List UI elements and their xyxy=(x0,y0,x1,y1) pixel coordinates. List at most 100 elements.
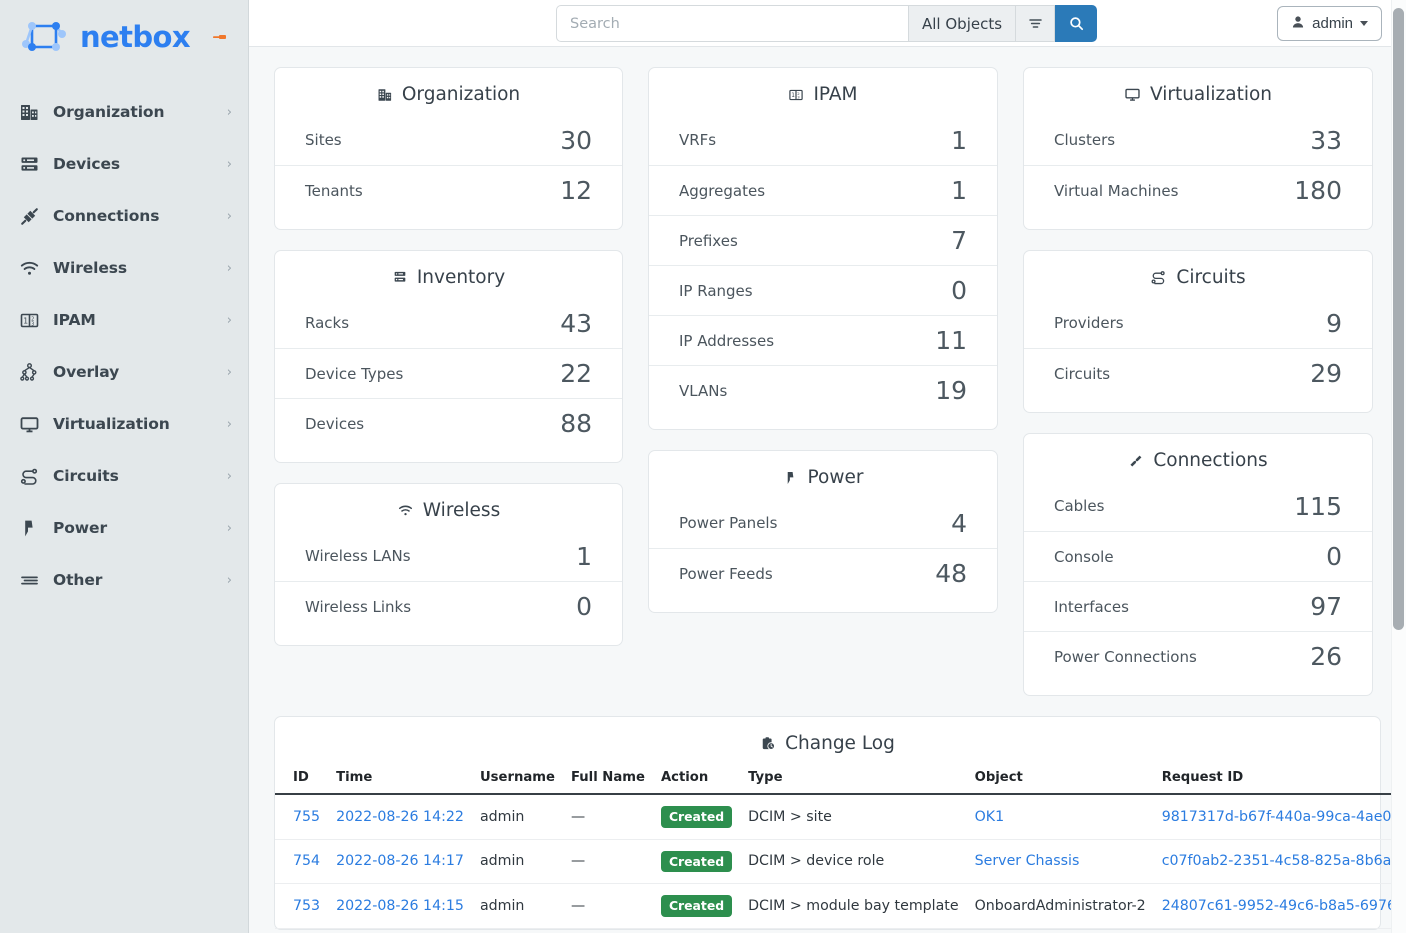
sidebar-item-other[interactable]: Other › xyxy=(0,554,248,606)
changelog-full-name: — xyxy=(562,794,653,840)
stat-row[interactable]: Providers 9 xyxy=(1024,298,1372,348)
status-badge: Created xyxy=(660,850,733,872)
changelog-object-link[interactable]: OK1 xyxy=(974,808,1005,825)
stat-row[interactable]: VRFs 1 xyxy=(649,115,997,165)
stat-row[interactable]: Racks 43 xyxy=(275,298,622,348)
col-full-name[interactable]: Full Name xyxy=(562,764,653,795)
brand-name: netbox xyxy=(80,19,191,54)
stat-row[interactable]: IP Ranges 0 xyxy=(649,265,997,315)
stat-row[interactable]: Clusters 33 xyxy=(1024,115,1372,165)
stat-row[interactable]: Aggregates 1 xyxy=(649,165,997,215)
search-button[interactable] xyxy=(1055,5,1098,42)
brand-header[interactable]: netbox xyxy=(0,0,248,74)
monitor-icon xyxy=(1124,86,1141,103)
object-scope-select[interactable]: All Objects xyxy=(908,5,1016,42)
stat-row[interactable]: Device Types 22 xyxy=(275,348,622,398)
page-scrollbar[interactable] xyxy=(1391,0,1406,933)
changelog-header: Change Log xyxy=(275,733,1380,764)
stat-row[interactable]: Prefixes 7 xyxy=(649,215,997,265)
stat-list: Sites 30 Tenants 12 xyxy=(275,115,622,215)
stat-value: 88 xyxy=(560,409,592,438)
changelog-card: Change Log ID Time Username Full Name Ac… xyxy=(274,716,1406,930)
changelog-type: DCIM > site xyxy=(740,794,967,840)
sidebar-item-connections[interactable]: Connections › xyxy=(0,190,248,242)
stat-row[interactable]: Wireless LANs 1 xyxy=(275,531,622,581)
col-object[interactable]: Object xyxy=(966,764,1154,795)
stat-list: Cables 115 Console 0 Interfaces 97 xyxy=(1024,481,1372,681)
col-id[interactable]: ID xyxy=(275,764,329,795)
search-input[interactable] xyxy=(556,5,908,42)
scrollbar-thumb[interactable] xyxy=(1393,8,1404,630)
stat-row[interactable]: Power Connections 26 xyxy=(1024,631,1372,681)
chevron-right-icon: › xyxy=(226,312,232,328)
stat-row[interactable]: Power Feeds 48 xyxy=(649,548,997,598)
lines-icon xyxy=(17,568,41,592)
netbox-logo-icon xyxy=(18,14,70,60)
changelog-object-link[interactable]: Server Chassis xyxy=(974,853,1080,870)
stat-value: 33 xyxy=(1310,125,1342,155)
col-username[interactable]: Username xyxy=(471,764,563,795)
sidebar-item-label: Other xyxy=(53,571,103,589)
sidebar-item-devices[interactable]: Devices › xyxy=(0,138,248,190)
pin-icon[interactable] xyxy=(212,32,228,52)
card-title-text: Connections xyxy=(1153,450,1268,471)
stat-label: Devices xyxy=(305,414,365,433)
card-ipam: 1 2 3 IPAM VRFs 1 xyxy=(648,67,998,430)
col-action[interactable]: Action xyxy=(652,764,741,795)
stat-row[interactable]: Sites 30 xyxy=(275,115,622,165)
stat-value: 1 xyxy=(951,176,967,205)
changelog-time-link[interactable]: 2022-08-26 14:15 xyxy=(336,897,464,914)
changelog-request-id-link[interactable]: c07f0ab2-2351-4c58-825a-8b6a2425a1ab xyxy=(1161,853,1406,870)
sidebar-item-power[interactable]: Power › xyxy=(0,502,248,554)
changelog-object: OnboardAdministrator-2 xyxy=(966,883,1154,929)
changelog-id-link[interactable]: 755 xyxy=(293,808,321,825)
col-type[interactable]: Type xyxy=(740,764,967,795)
sidebar-item-label: Devices xyxy=(53,155,121,173)
changelog-username: admin xyxy=(471,883,563,929)
stat-list: Wireless LANs 1 Wireless Links 0 xyxy=(275,531,622,631)
card-circuits: Circuits Providers 9 Circuits 29 xyxy=(1023,250,1373,413)
sidebar-item-wireless[interactable]: Wireless › xyxy=(0,242,248,294)
changelog-full-name: — xyxy=(562,839,653,884)
sidebar-item-virtualization[interactable]: Virtualization › xyxy=(0,398,248,450)
stat-row[interactable]: VLANs 19 xyxy=(649,365,997,415)
user-menu-button[interactable]: admin xyxy=(1277,6,1382,41)
stat-value: 115 xyxy=(1294,491,1342,521)
stat-label: VRFs xyxy=(679,131,717,149)
stat-row[interactable]: Power Panels 4 xyxy=(649,498,997,548)
sidebar-item-label: Connections xyxy=(53,207,160,225)
stat-row[interactable]: Circuits 29 xyxy=(1024,348,1372,398)
card-header: Wireless xyxy=(275,500,622,531)
sidebar-item-organization[interactable]: Organization › xyxy=(0,86,248,138)
changelog-time-link[interactable]: 2022-08-26 14:22 xyxy=(336,808,464,825)
changelog-time-link[interactable]: 2022-08-26 14:17 xyxy=(336,853,464,870)
sidebar-item-overlay[interactable]: Overlay › xyxy=(0,346,248,398)
stat-row[interactable]: Wireless Links 0 xyxy=(275,581,622,631)
card-title-text: Power xyxy=(807,467,864,488)
stat-list: Racks 43 Device Types 22 Devices 88 xyxy=(275,298,622,448)
changelog-id-link[interactable]: 753 xyxy=(293,897,321,914)
sidebar-item-ipam[interactable]: 1 2 3 IPAM › xyxy=(0,294,248,346)
building-icon xyxy=(17,100,41,124)
filter-icon[interactable] xyxy=(1015,5,1056,42)
stat-row[interactable]: Cables 115 xyxy=(1024,481,1372,531)
changelog-type: DCIM > module bay template xyxy=(740,883,967,929)
stat-list: VRFs 1 Aggregates 1 Prefixes 7 xyxy=(649,115,997,415)
stat-label: Virtual Machines xyxy=(1054,181,1179,200)
sidebar-item-circuits[interactable]: Circuits › xyxy=(0,450,248,502)
stat-row[interactable]: Virtual Machines 180 xyxy=(1024,165,1372,215)
changelog-request-id-link[interactable]: 9817317d-b67f-440a-99ca-4ae07ede94df xyxy=(1161,808,1406,825)
changelog-request-id-link[interactable]: 24807c61-9952-49c6-b8a5-69760bfcc4b3 xyxy=(1161,897,1406,914)
svg-text:1: 1 xyxy=(23,316,28,325)
col-time[interactable]: Time xyxy=(328,764,472,795)
changelog-title-text: Change Log xyxy=(785,733,895,754)
stat-row[interactable]: Tenants 12 xyxy=(275,165,622,215)
stat-row[interactable]: IP Addresses 11 xyxy=(649,315,997,365)
stat-row[interactable]: Console 0 xyxy=(1024,531,1372,581)
stat-row[interactable]: Interfaces 97 xyxy=(1024,581,1372,631)
col-request-id[interactable]: Request ID xyxy=(1153,764,1406,795)
card-header: Organization xyxy=(275,84,622,115)
changelog-id-link[interactable]: 754 xyxy=(293,853,321,870)
stat-row[interactable]: Devices 88 xyxy=(275,398,622,448)
history-clipboard-icon xyxy=(760,736,776,752)
